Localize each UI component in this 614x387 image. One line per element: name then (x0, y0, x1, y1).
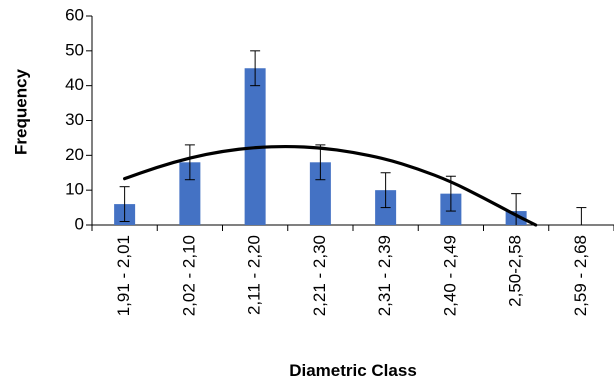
x-tick-label: 1,91 - 2,01 (114, 235, 133, 316)
y-tick-label: 60 (65, 5, 84, 24)
bars-group (114, 68, 527, 225)
y-tick-label: 10 (65, 180, 84, 199)
x-tick-label: 2,21 - 2,30 (310, 235, 329, 316)
y-tick-label: 40 (65, 75, 84, 94)
trendline (123, 144, 538, 227)
x-tick-label: 2,40 - 2,49 (440, 235, 459, 316)
trendline-group (123, 144, 538, 227)
bar (309, 162, 331, 225)
x-tick-label: 2,02 - 2,10 (179, 235, 198, 316)
y-tick-label: 30 (65, 110, 84, 129)
x-axis-group: 1,91 - 2,01 2,02 - 2,10 2,11 - 2,20 2,21 - … (91, 224, 614, 316)
y-axis-group: 0 10 20 30 40 50 60 (65, 5, 93, 233)
bar (179, 162, 201, 225)
x-tick-label: 2,11 - 2,20 (245, 235, 264, 315)
y-axis-title: Frequency (11, 68, 30, 155)
y-tick-label: 20 (65, 145, 84, 164)
y-tick-label: 50 (65, 40, 84, 59)
x-tick-label: 2,59 - 2,68 (571, 235, 590, 316)
y-tick-label: 0 (75, 214, 84, 233)
x-tick-label: 2,31 - 2,39 (375, 235, 394, 316)
x-axis-title: Diametric Class (289, 361, 417, 380)
x-tick-label: 2,50-2,58 (506, 235, 525, 307)
error-bars-group (119, 50, 587, 225)
